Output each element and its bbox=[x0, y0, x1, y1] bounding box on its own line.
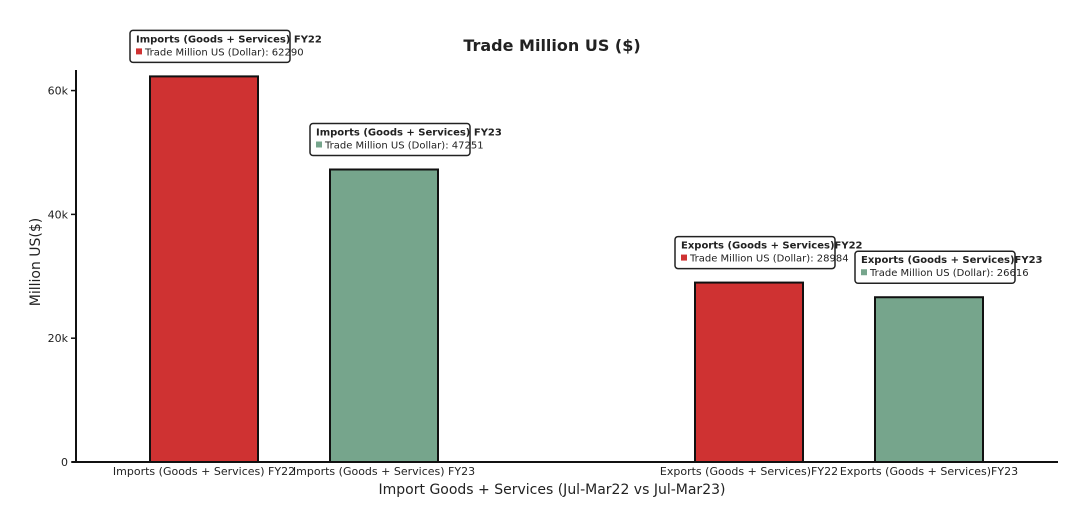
bar bbox=[149, 75, 259, 464]
chart-title: Trade Million US ($) bbox=[463, 36, 640, 55]
data-tooltip: Exports (Goods + Services)FY22 Trade Mill… bbox=[674, 235, 863, 270]
tooltip-box bbox=[854, 250, 1016, 284]
tooltip-swatch bbox=[681, 254, 687, 261]
bar bbox=[329, 168, 439, 463]
data-tooltip: Imports (Goods + Services) FY22 Trade Mil… bbox=[129, 29, 322, 64]
tooltip-box bbox=[309, 122, 471, 157]
data-tooltip: Exports (Goods + Services)FY23 Trade Mill… bbox=[854, 250, 1043, 284]
tooltip-title: Exports (Goods + Services)FY22 bbox=[681, 241, 863, 252]
x-tick-label: Exports (Goods + Services)FY23 bbox=[840, 465, 1018, 478]
y-tick-label: 40k bbox=[48, 208, 69, 221]
x-tick-label: Exports (Goods + Services)FY22 bbox=[660, 465, 838, 478]
tooltip-swatch bbox=[861, 269, 867, 276]
data-tooltip: Imports (Goods + Services) FY23 Trade Mil… bbox=[309, 122, 502, 157]
tooltip-value: Trade Million US (Dollar): 26616 bbox=[869, 268, 1029, 279]
tooltip-title: Imports (Goods + Services) FY22 bbox=[136, 34, 322, 45]
tooltip-title: Exports (Goods + Services)FY23 bbox=[861, 255, 1043, 266]
y-tick-label: 20k bbox=[48, 332, 69, 345]
x-tick-label: Imports (Goods + Services) FY23 bbox=[293, 465, 475, 478]
x-tick-label: Imports (Goods + Services) FY22 bbox=[113, 465, 295, 478]
bar bbox=[694, 281, 804, 463]
y-tick-label: 0 bbox=[61, 456, 68, 469]
tooltip-box bbox=[129, 29, 291, 64]
tooltip-value: Trade Million US (Dollar): 28984 bbox=[689, 254, 849, 265]
x-axis-title: Import Goods + Services (Jul-Mar22 vs Ju… bbox=[379, 482, 726, 498]
y-tick-label: 60k bbox=[48, 85, 69, 98]
y-axis-title: Million US($) bbox=[28, 218, 44, 307]
tooltip-value: Trade Million US (Dollar): 62290 bbox=[144, 47, 304, 58]
tooltip-swatch bbox=[136, 48, 142, 55]
tooltip-title: Imports (Goods + Services) FY23 bbox=[316, 127, 502, 138]
tooltip-box bbox=[674, 235, 836, 270]
tooltip-swatch bbox=[316, 141, 322, 148]
bar bbox=[874, 296, 984, 463]
tooltip-value: Trade Million US (Dollar): 47251 bbox=[324, 140, 484, 151]
